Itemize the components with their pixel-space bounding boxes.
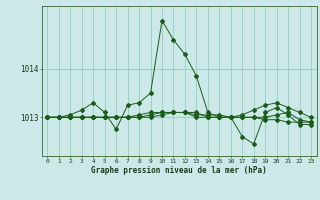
X-axis label: Graphe pression niveau de la mer (hPa): Graphe pression niveau de la mer (hPa) <box>91 166 267 175</box>
